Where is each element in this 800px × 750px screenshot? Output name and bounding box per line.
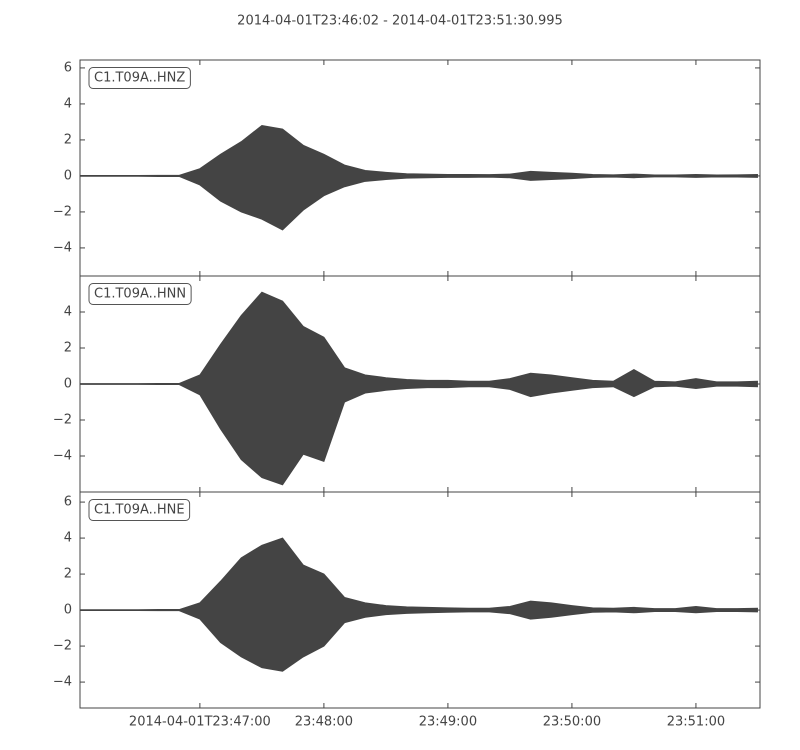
x-tick-label: 23:50:00 [543, 715, 601, 730]
waveform-line [80, 175, 758, 231]
y-tick-label: 4 [64, 531, 72, 546]
x-tick-label: 2014-04-01T23:47:00 [129, 715, 271, 730]
y-tick-label: 6 [64, 495, 72, 510]
y-tick-label: −2 [53, 204, 72, 219]
trace-label-box [88, 499, 191, 521]
waveform-line [80, 291, 758, 385]
y-tick-label: 0 [64, 603, 72, 618]
x-tick-label: 23:48:00 [295, 715, 353, 730]
trace-label-box [88, 67, 191, 89]
y-tick-label: −2 [53, 413, 72, 428]
waveform-line [80, 609, 758, 672]
waveform-fill [80, 538, 758, 672]
x-tick-label: 23:49:00 [419, 715, 477, 730]
axes-frame [79, 491, 761, 709]
trace-label: C1.T09A..HNN [94, 287, 186, 302]
trace-label: C1.T09A..HNE [94, 503, 185, 518]
chart-title: 2014-04-01T23:46:02 - 2014-04-01T23:51:3… [237, 14, 563, 29]
x-tick-label: 23:51:00 [667, 715, 725, 730]
y-tick-label: 6 [64, 60, 72, 75]
y-tick-label: −4 [53, 240, 72, 255]
waveform-line [80, 537, 758, 611]
waveform-fill [80, 292, 758, 485]
waveform-line [80, 124, 758, 177]
y-tick-label: 0 [64, 377, 72, 392]
trace-label: C1.T09A..HNZ [94, 71, 185, 86]
y-tick-label: 2 [64, 567, 72, 582]
y-tick-label: 0 [64, 168, 72, 183]
trace-label-box [88, 283, 192, 305]
y-tick-label: −4 [53, 675, 72, 690]
y-tick-label: 2 [64, 132, 72, 147]
axes-frame [79, 59, 761, 277]
y-tick-label: −4 [53, 449, 72, 464]
y-tick-label: 4 [64, 305, 72, 320]
y-tick-label: −2 [53, 639, 72, 654]
y-tick-label: 4 [64, 96, 72, 111]
waveform-line [80, 383, 758, 486]
y-tick-label: 2 [64, 341, 72, 356]
